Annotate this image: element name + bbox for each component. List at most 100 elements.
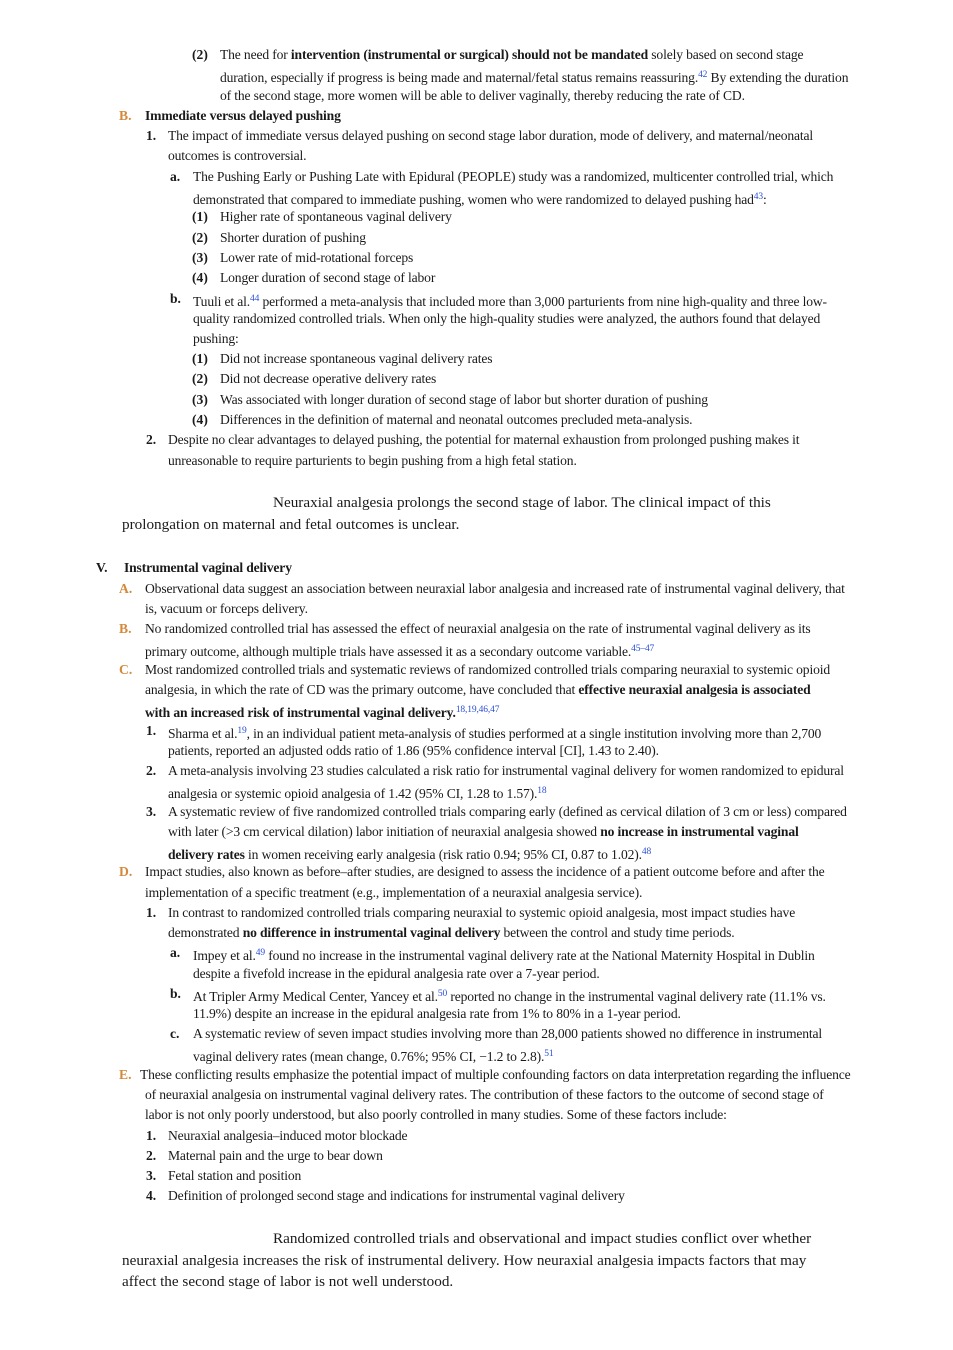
- list-marker: (4): [192, 412, 208, 427]
- text-line: unreasonable to require parturients to b…: [168, 453, 577, 468]
- text-line: In contrast to randomized controlled tri…: [168, 905, 796, 920]
- citation-link[interactable]: 18: [537, 786, 547, 796]
- section-marker: B.: [119, 108, 132, 123]
- text-line: A systematic review of five randomized c…: [168, 804, 847, 819]
- citation-link[interactable]: 48: [641, 847, 652, 857]
- text-line: labor is not only poorly understood, but…: [145, 1107, 727, 1122]
- list-marker: 3.: [146, 1168, 157, 1183]
- text-line: delivery rates in women receiving early …: [168, 847, 652, 862]
- section-heading: Immediate versus delayed pushing: [145, 108, 341, 123]
- text-line: implementation of a specific treatment (…: [145, 885, 643, 900]
- text-line: pushing:: [193, 331, 239, 346]
- list-item: Longer duration of second stage of labor: [220, 270, 436, 285]
- list-item: Lower rate of mid-rotational forceps: [220, 250, 414, 265]
- list-marker: (1): [192, 209, 208, 224]
- list-item: Was associated with longer duration of s…: [220, 392, 708, 407]
- citation-link[interactable]: 50: [437, 989, 448, 999]
- text-line: duration, especially if progress is bein…: [220, 70, 849, 85]
- list-marker: (2): [192, 47, 208, 62]
- section-heading: Instrumental vaginal delivery: [124, 560, 292, 575]
- list-marker: (3): [192, 392, 208, 407]
- citation-link[interactable]: 45–47: [631, 644, 655, 654]
- list-marker: (2): [192, 371, 208, 386]
- text-line: demonstrated no difference in instrument…: [168, 925, 735, 940]
- list-marker: c.: [170, 1026, 180, 1041]
- list-marker: (4): [192, 270, 208, 285]
- section-marker: B.: [119, 621, 132, 636]
- section-marker: C.: [119, 662, 133, 677]
- key-point-line: Neuraxial analgesia prolongs the second …: [273, 494, 771, 511]
- list-marker: b.: [170, 291, 181, 306]
- list-marker: b.: [170, 986, 181, 1001]
- list-marker: 2.: [146, 1148, 157, 1163]
- list-marker: 4.: [146, 1188, 157, 1203]
- text-line: The impact of immediate versus delayed p…: [168, 128, 814, 143]
- list-marker: (1): [192, 351, 208, 366]
- list-item: Shorter duration of pushing: [220, 230, 366, 245]
- section-marker: D.: [119, 864, 133, 879]
- citation-link[interactable]: 43: [753, 192, 763, 202]
- text-line: despite a fivefold increase in the epidu…: [193, 966, 600, 981]
- list-marker: 1.: [146, 905, 157, 920]
- text-line: Despite no clear advantages to delayed p…: [168, 432, 800, 447]
- list-marker: 2.: [146, 763, 157, 778]
- section-marker: V.: [96, 560, 108, 575]
- citation-link[interactable]: 18,19,46,47: [455, 705, 500, 715]
- text-line: patients, reported an adjusted odds rati…: [168, 743, 659, 758]
- section-marker: A.: [119, 581, 133, 596]
- citation-link[interactable]: 51: [544, 1049, 554, 1059]
- citation-link[interactable]: 19: [237, 726, 247, 736]
- text-line: Sharma et al.19, in an individual patien…: [168, 726, 822, 741]
- citation-link[interactable]: 42: [698, 70, 708, 80]
- list-marker: 1.: [146, 128, 157, 143]
- key-point-line: prolongation on maternal and fetal outco…: [122, 516, 460, 533]
- text-line: is, vacuum or forceps delivery.: [145, 601, 308, 616]
- text-line: The need for intervention (instrumental …: [220, 47, 804, 62]
- text-line: Most randomized controlled trials and sy…: [145, 662, 830, 677]
- key-point-line: Randomized controlled trials and observa…: [273, 1230, 812, 1247]
- list-marker: 3.: [146, 804, 157, 819]
- text-line: demonstrated that compared to immediate …: [193, 192, 767, 207]
- key-point-line: neuraxial analgesia increases the risk o…: [122, 1252, 807, 1269]
- text-line: A meta-analysis involving 23 studies cal…: [168, 763, 844, 778]
- list-item: Differences in the definition of materna…: [220, 412, 693, 427]
- text-line: analgesia, in which the rate of CD was t…: [145, 682, 811, 697]
- text-line: outcomes is controversial.: [168, 148, 307, 163]
- text-line: Impact studies, also known as before–aft…: [145, 864, 825, 879]
- text-line: 11.9%) despite an increase in the epidur…: [193, 1006, 681, 1021]
- list-marker: 1.: [146, 723, 157, 738]
- text-line: Observational data suggest an associatio…: [145, 581, 845, 596]
- list-item: Definition of prolonged second stage and…: [168, 1188, 625, 1203]
- key-point-line: affect the second stage of labor is not …: [122, 1273, 454, 1290]
- text-line: primary outcome, although multiple trial…: [145, 644, 655, 659]
- list-marker: (3): [192, 250, 208, 265]
- list-item: Maternal pain and the urge to bear down: [168, 1148, 383, 1163]
- citation-link[interactable]: 49: [255, 948, 265, 958]
- list-item: Did not increase spontaneous vaginal del…: [220, 351, 493, 366]
- text-line: A systematic review of seven impact stud…: [193, 1026, 823, 1041]
- list-item: Fetal station and position: [168, 1168, 302, 1183]
- text-line: The Pushing Early or Pushing Late with E…: [193, 169, 834, 184]
- text-line: At Tripler Army Medical Center, Yancey e…: [193, 989, 826, 1004]
- text-line: quality randomized controlled trials. Wh…: [193, 311, 821, 326]
- text-line: of the second stage, more women will be …: [220, 88, 745, 103]
- text-line: of neuraxial analgesia on instrumental v…: [145, 1087, 824, 1102]
- list-marker: 1.: [146, 1128, 157, 1143]
- list-marker: a.: [170, 169, 181, 184]
- text-line: with later (>3 cm cervical dilation) lab…: [168, 824, 799, 839]
- text-line: No randomized controlled trial has asses…: [145, 621, 811, 636]
- list-marker: (2): [192, 230, 208, 245]
- list-marker: 2.: [146, 432, 157, 447]
- list-item: Higher rate of spontaneous vaginal deliv…: [220, 209, 452, 224]
- citation-link[interactable]: 44: [250, 294, 260, 304]
- text-line: with an increased risk of instrumental v…: [145, 705, 500, 720]
- text-line: Tuuli et al.44 performed a meta-analysis…: [193, 294, 827, 309]
- text-line: Impey et al.49 found no increase in the …: [193, 948, 815, 963]
- list-item: Neuraxial analgesia–induced motor blocka…: [168, 1128, 408, 1143]
- list-marker: a.: [170, 945, 181, 960]
- text-line: These conflicting results emphasize the …: [140, 1067, 851, 1082]
- text-line: vaginal delivery rates (mean change, 0.7…: [193, 1049, 554, 1064]
- text-line: analgesia or systemic opioid analgesia o…: [168, 786, 547, 801]
- list-item: Did not decrease operative delivery rate…: [220, 371, 437, 386]
